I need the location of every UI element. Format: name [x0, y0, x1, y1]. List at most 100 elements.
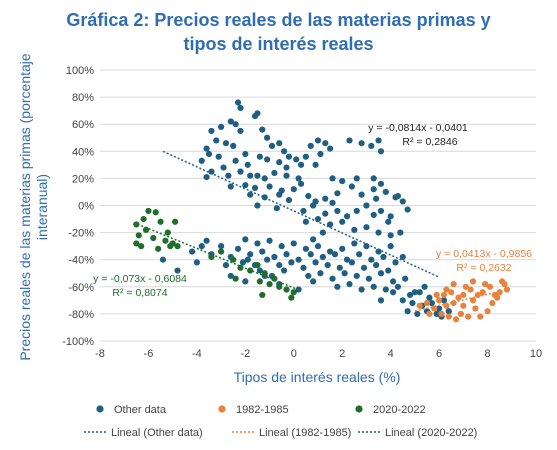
legend-label: 2020-2022: [373, 404, 426, 416]
data-point: [203, 145, 210, 152]
data-point: [329, 199, 336, 206]
data-point: [288, 294, 295, 301]
y-tick-label: 80%: [72, 92, 94, 104]
data-point: [469, 297, 477, 304]
data-point: [460, 302, 467, 309]
data-point: [133, 240, 140, 247]
data-point: [399, 253, 406, 261]
data-point: [159, 256, 167, 263]
data-point: [375, 248, 382, 255]
data-point: [339, 245, 346, 252]
data-point: [331, 251, 339, 258]
data-point: [293, 156, 300, 163]
data-point: [358, 140, 365, 147]
data-point: [266, 237, 273, 244]
data-point: [164, 229, 171, 236]
data-point: [203, 237, 210, 244]
trend-equation: y = -0,073x - 0,6084: [93, 273, 187, 285]
data-point: [358, 191, 365, 198]
data-point: [232, 157, 239, 164]
data-point: [436, 297, 443, 304]
data-point: [404, 206, 411, 213]
data-point: [290, 240, 297, 247]
data-point: [370, 175, 377, 182]
data-point: [426, 294, 433, 301]
data-point: [297, 180, 305, 187]
data-point: [283, 164, 290, 171]
y-tick-label: 40%: [72, 146, 94, 158]
data-point: [387, 232, 394, 239]
data-point: [348, 259, 356, 266]
data-point: [414, 310, 421, 317]
data-point: [305, 192, 312, 200]
data-point: [307, 251, 314, 258]
data-point: [377, 207, 385, 215]
data-point: [222, 140, 230, 147]
data-point: [317, 270, 324, 277]
data-point: [242, 236, 249, 243]
data-point: [322, 210, 329, 217]
data-point: [327, 145, 334, 152]
data-point: [324, 262, 331, 269]
data-point: [256, 153, 263, 160]
data-point: [431, 305, 438, 312]
data-point: [244, 161, 251, 168]
data-point: [230, 256, 237, 263]
y-tick-label: 20%: [72, 173, 94, 185]
data-point: [440, 291, 448, 299]
data-point: [142, 226, 150, 233]
y-tick-label: -40%: [68, 255, 94, 267]
data-point: [426, 310, 433, 317]
data-point: [254, 262, 261, 269]
data-point: [268, 142, 276, 149]
data-point: [334, 283, 341, 290]
x-tick-label: 6: [436, 348, 442, 360]
data-point: [234, 99, 242, 106]
y-tick-label: 0%: [78, 201, 94, 213]
data-point: [285, 196, 293, 204]
data-point: [302, 245, 309, 252]
data-point: [242, 278, 249, 285]
data-point: [498, 278, 506, 285]
data-point: [276, 262, 283, 269]
data-point: [254, 240, 261, 247]
data-point: [145, 207, 152, 215]
data-point: [288, 259, 295, 266]
data-point: [319, 253, 326, 261]
data-point: [377, 270, 385, 277]
data-point: [443, 286, 450, 293]
data-point: [436, 305, 443, 312]
data-point: [482, 280, 489, 288]
y-tick-label: 100%: [66, 65, 94, 77]
x-tick-labels: -8 -6 -4 -2 0 2 4 6 8 10: [95, 348, 542, 360]
data-point: [387, 213, 394, 220]
data-point: [450, 280, 457, 288]
data-point: [208, 168, 215, 175]
data-point: [203, 173, 210, 181]
data-point: [198, 157, 205, 164]
data-point: [244, 256, 251, 263]
data-point: [302, 153, 309, 160]
data-point: [399, 297, 406, 304]
data-point: [448, 289, 455, 296]
data-point: [256, 267, 263, 274]
data-point: [494, 294, 501, 301]
trendline: [162, 150, 440, 278]
data-point: [242, 150, 249, 158]
data-point: [297, 161, 305, 168]
data-point: [232, 121, 239, 128]
y-tick-label: -20%: [68, 228, 94, 240]
data-point: [351, 240, 358, 247]
data-point: [397, 229, 404, 236]
data-point: [273, 205, 280, 212]
data-point: [402, 275, 409, 282]
x-tick-label: -6: [144, 348, 154, 360]
x-tick-label: -8: [95, 348, 105, 360]
data-point: [310, 236, 317, 243]
data-point: [314, 137, 322, 144]
data-point: [259, 291, 266, 299]
data-point: [193, 259, 200, 266]
data-point: [174, 243, 181, 250]
data-point: [339, 218, 346, 225]
data-point: [264, 156, 271, 163]
